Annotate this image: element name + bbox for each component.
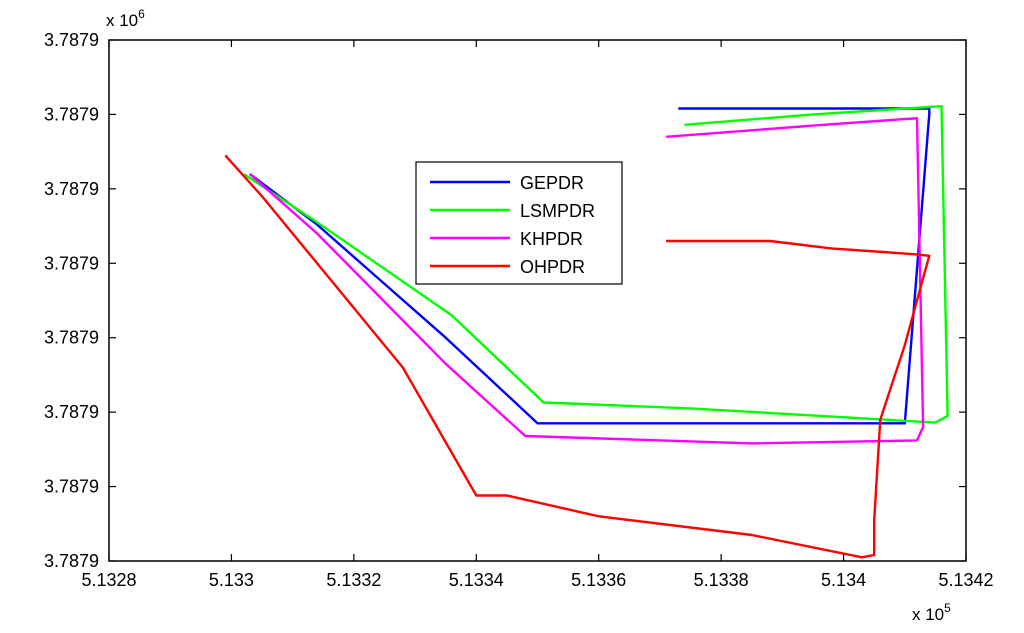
series-line-ohpdr (224, 154, 931, 559)
legend: GEPDR LSMPDR KHPDR OHPDR (415, 161, 623, 285)
y-tick-label: 3.7879 (44, 402, 99, 422)
x-tick-label: 5.1336 (571, 570, 626, 590)
y-tick-label: 3.7879 (44, 253, 99, 273)
series-line-lsmpdr (243, 104, 949, 424)
y-tick-label: 3.7879 (44, 328, 99, 348)
x-multiplier-exponent: 5 (944, 601, 951, 615)
series-layer (224, 104, 949, 559)
x-multiplier-label: x 105 (912, 601, 951, 624)
x-tick-label: 5.1338 (694, 570, 749, 590)
legend-label-lsmpdr: LSMPDR (520, 201, 595, 221)
tick-layer (108, 39, 967, 562)
y-tick-label: 3.7879 (44, 179, 99, 199)
x-tick-label: 5.134 (821, 570, 866, 590)
y-tick-label: 3.7879 (44, 477, 99, 497)
plot-frame (108, 39, 967, 562)
y-tick-label: 3.7879 (44, 551, 99, 571)
series-line-khpdr (249, 116, 925, 445)
y-tick-label: 3.7879 (44, 30, 99, 50)
x-tick-label: 5.1328 (81, 570, 136, 590)
x-tick-label: 5.1332 (326, 570, 381, 590)
series-line-gepdr (249, 107, 931, 425)
legend-label-khpdr: KHPDR (520, 229, 583, 249)
legend-label-ohpdr: OHPDR (520, 257, 585, 277)
x-tick-label: 5.133 (209, 570, 254, 590)
x-tick-label: 5.1342 (938, 570, 993, 590)
x-tick-label: 5.1334 (449, 570, 504, 590)
y-tick-label: 3.7879 (44, 104, 99, 124)
legend-label-gepdr: GEPDR (520, 173, 584, 193)
y-multiplier-exponent: 6 (138, 7, 145, 21)
label-layer: 5.1328 5.133 5.1332 5.1334 5.1336 5.1338 5.134… (44, 30, 994, 590)
y-multiplier-label: x 106 (106, 7, 145, 30)
